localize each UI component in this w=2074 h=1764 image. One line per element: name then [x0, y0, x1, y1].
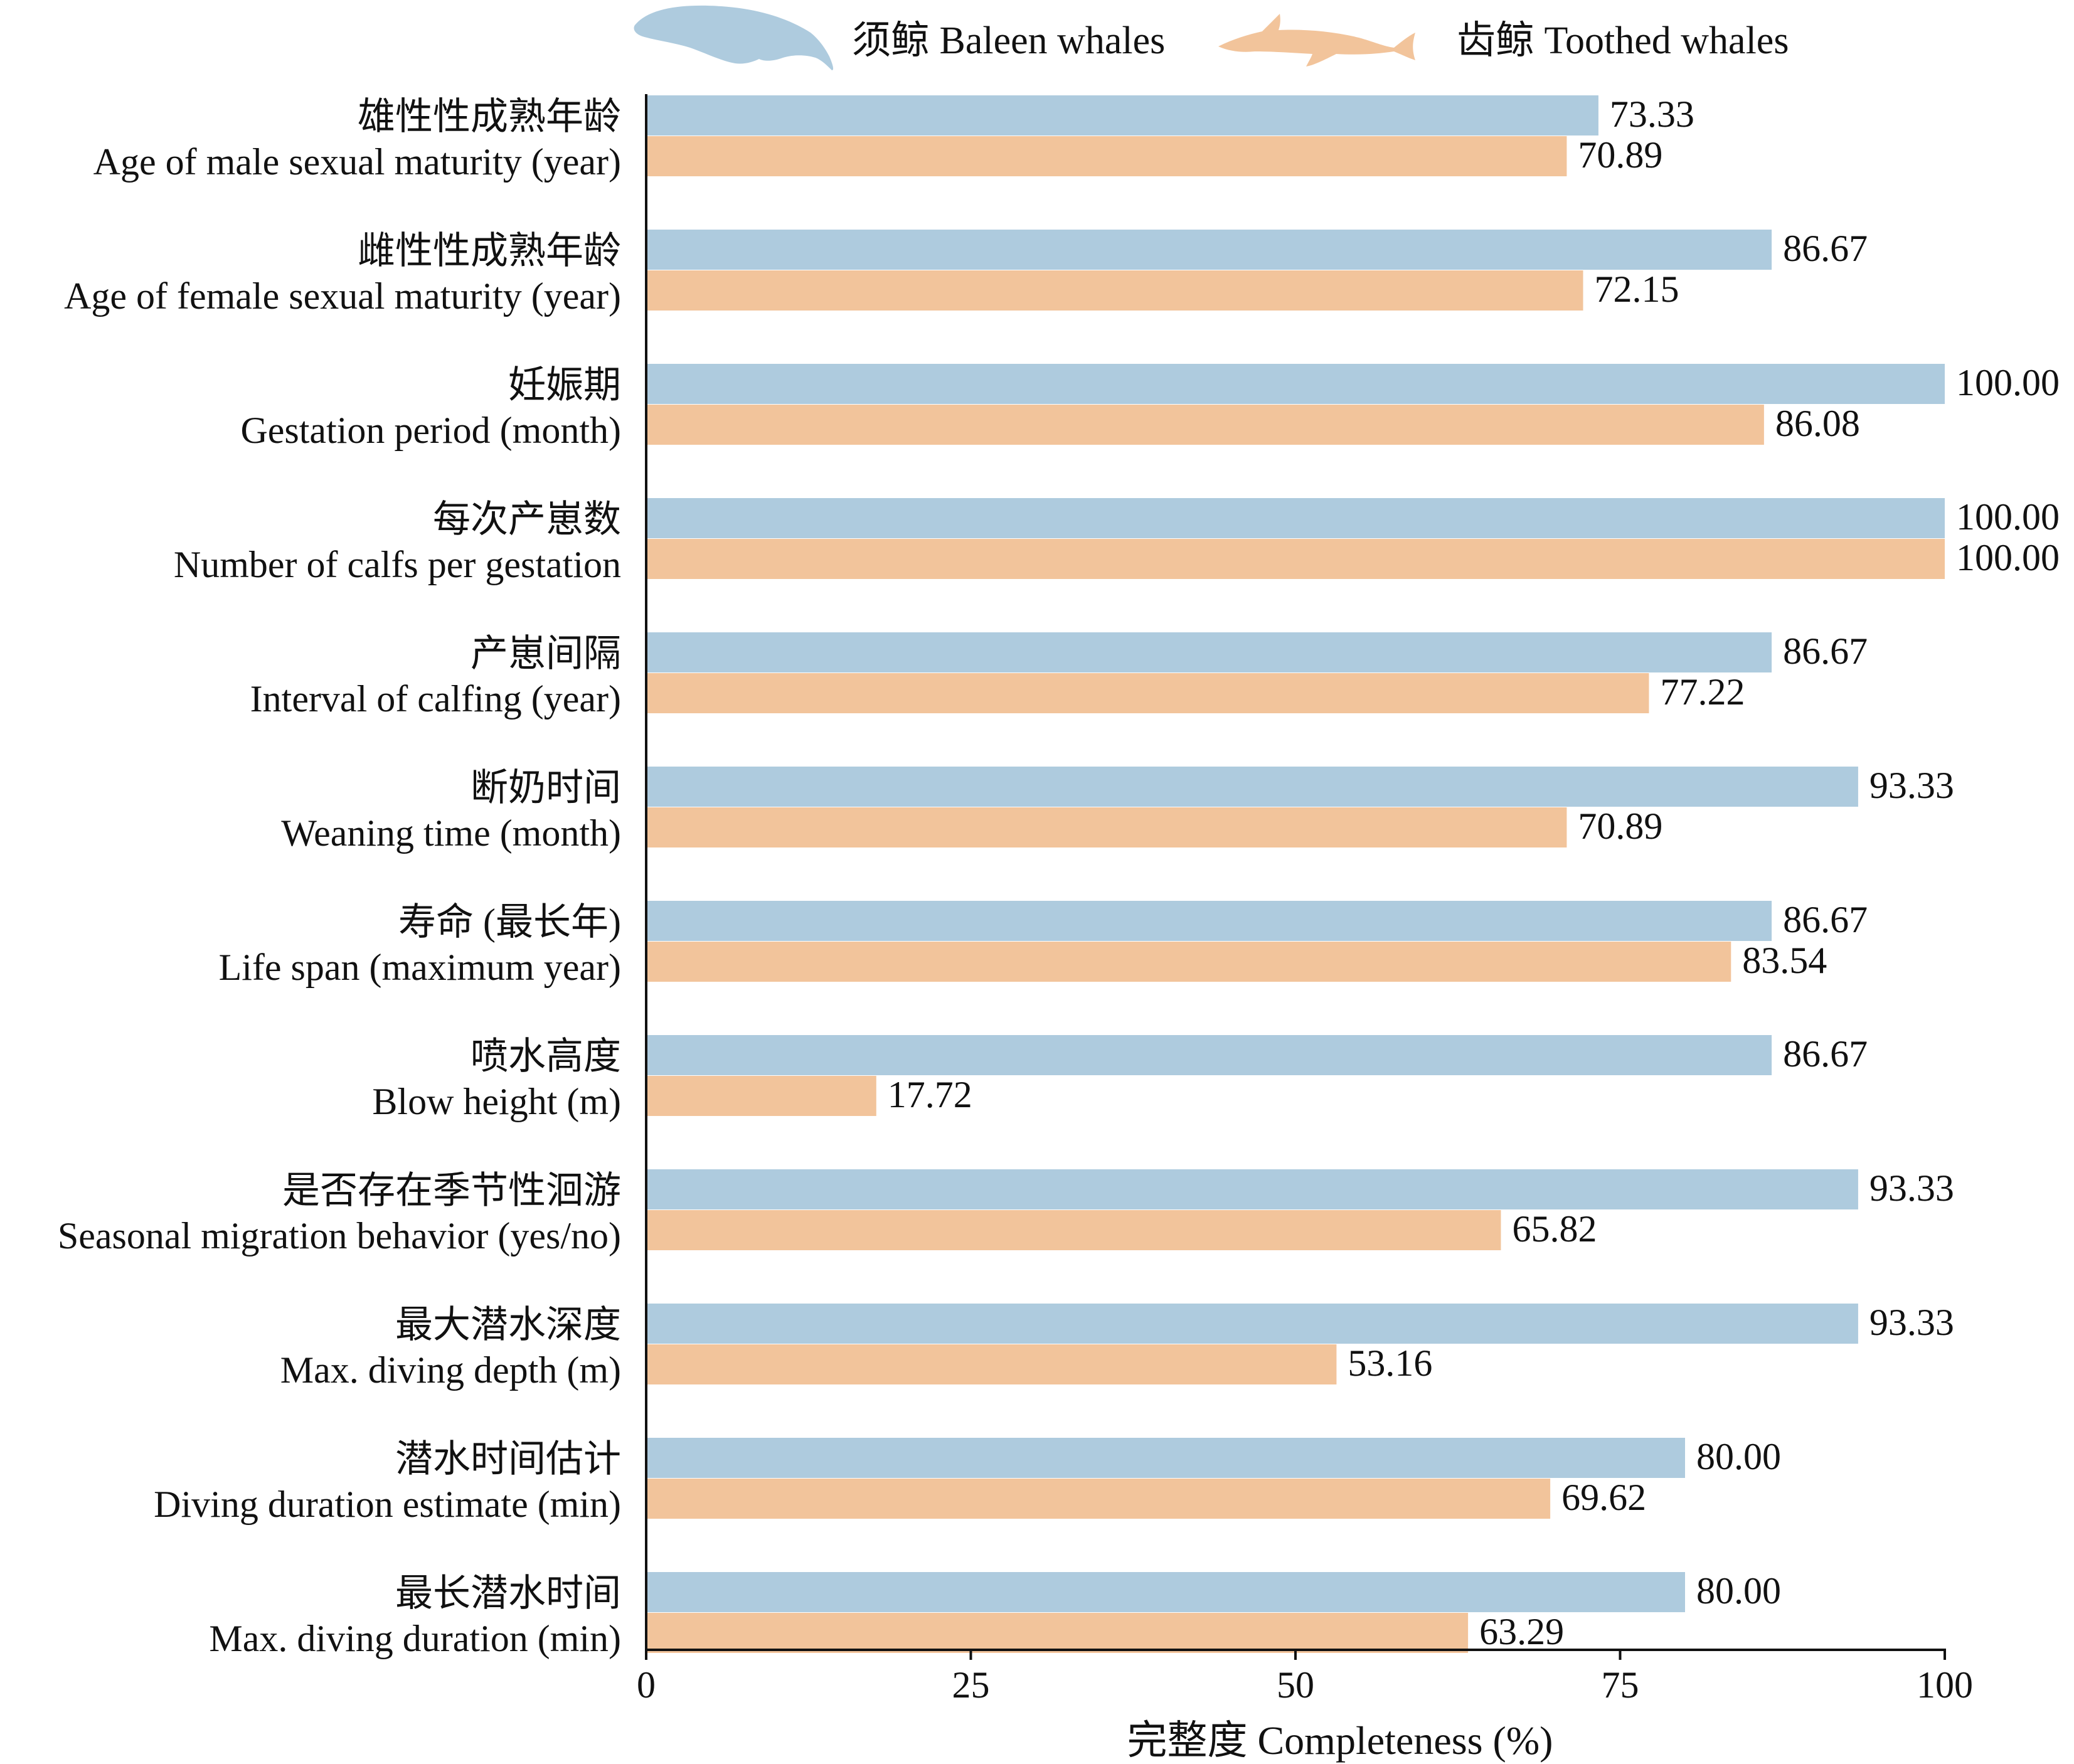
legend-item-baleen: 须鲸 Baleen whales	[634, 5, 1165, 71]
bar-toothed	[646, 1613, 1469, 1653]
category-label-zh: 雌性性成熟年龄	[358, 230, 621, 272]
value-label-baleen: 93.33	[1869, 1167, 1954, 1209]
value-label-baleen: 73.33	[1610, 93, 1694, 135]
value-label-baleen: 100.00	[1956, 362, 2060, 403]
x-ticks: 0 25 50 75 100	[637, 1650, 1973, 1706]
x-tick-label: 100	[1917, 1664, 1973, 1706]
value-label-toothed: 17.72	[888, 1074, 972, 1115]
bar-toothed	[646, 1479, 1551, 1519]
x-tick-label: 25	[952, 1664, 990, 1706]
category-label-en: Age of male sexual maturity (year)	[93, 141, 621, 183]
value-label-baleen: 100.00	[1956, 496, 2060, 538]
category-label-en: Seasonal migration behavior (yes/no)	[58, 1215, 621, 1257]
category-label-zh: 是否存在季节性洄游	[282, 1170, 621, 1211]
value-label-baleen: 93.33	[1869, 765, 1954, 806]
bar-toothed	[646, 136, 1567, 176]
category-label-en: Weaning time (month)	[281, 812, 621, 854]
value-label-toothed: 65.82	[1512, 1208, 1597, 1250]
category-label-zh: 每次产崽数	[433, 499, 621, 540]
bar-toothed	[646, 405, 1764, 445]
value-label-baleen: 80.00	[1696, 1570, 1781, 1612]
value-label-toothed: 70.89	[1578, 805, 1662, 847]
bars	[646, 95, 1945, 1653]
category-label-zh: 妊娠期	[508, 364, 621, 406]
bar-toothed	[646, 807, 1567, 847]
category-label-en: Max. diving depth (m)	[280, 1349, 621, 1391]
bar-toothed	[646, 1344, 1337, 1384]
bar-baleen	[646, 1304, 1858, 1344]
legend-label-baleen: 须鲸 Baleen whales	[852, 19, 1165, 62]
legend-label-toothed: 齿鲸 Toothed whales	[1457, 19, 1789, 62]
value-label-baleen: 86.67	[1783, 630, 1868, 672]
value-label-toothed: 53.16	[1348, 1342, 1432, 1384]
category-label-zh: 断奶时间	[471, 767, 621, 809]
bar-baleen	[646, 901, 1772, 941]
bar-baleen	[646, 95, 1598, 135]
category-label-en: Number of calfs per gestation	[174, 544, 621, 585]
category-label-zh: 产崽间隔	[471, 633, 621, 674]
bar-baleen	[646, 1438, 1685, 1478]
value-label-toothed: 69.62	[1561, 1477, 1646, 1518]
bar-toothed	[646, 673, 1649, 713]
bar-baleen	[646, 1169, 1858, 1209]
value-label-toothed: 70.89	[1578, 134, 1662, 176]
category-label-en: Age of female sexual maturity (year)	[64, 275, 621, 317]
value-labels: 73.3370.8986.6772.15100.0086.08100.00100…	[888, 93, 2060, 1652]
bar-toothed	[646, 942, 1731, 982]
bar-baleen	[646, 498, 1945, 538]
bar-toothed	[646, 1076, 876, 1116]
bar-toothed	[646, 270, 1583, 311]
category-label-en: Gestation period (month)	[240, 410, 621, 451]
category-label-zh: 最大潜水深度	[395, 1304, 621, 1346]
value-label-baleen: 93.33	[1869, 1302, 1954, 1343]
value-label-toothed: 63.29	[1479, 1611, 1564, 1652]
bar-baleen	[646, 230, 1772, 270]
category-label-zh: 最长潜水时间	[395, 1573, 621, 1614]
bar-baleen	[646, 632, 1772, 672]
category-label-zh: 寿命 (最长年)	[398, 901, 621, 943]
legend: 须鲸 Baleen whales 齿鲸 Toothed whales	[634, 5, 1789, 71]
bar-baleen	[646, 1572, 1685, 1612]
value-label-toothed: 72.15	[1595, 268, 1679, 310]
x-axis-title: 完整度 Completeness (%)	[1127, 1718, 1553, 1763]
bar-baleen	[646, 767, 1858, 807]
category-label-zh: 潜水时间估计	[395, 1438, 621, 1480]
category-label-en: Max. diving duration (min)	[209, 1618, 621, 1659]
category-label-en: Diving duration estimate (min)	[154, 1484, 621, 1525]
axes: 0 25 50 75 100 完整度 Completeness (%)	[637, 94, 1973, 1763]
category-label-en: Life span (maximum year)	[219, 947, 621, 988]
value-label-toothed: 86.08	[1775, 403, 1860, 444]
legend-item-toothed: 齿鲸 Toothed whales	[1218, 14, 1789, 66]
value-label-baleen: 86.67	[1783, 228, 1868, 269]
dolphin-icon	[1218, 14, 1415, 66]
value-label-baleen: 80.00	[1696, 1436, 1781, 1477]
baleen-whale-icon	[634, 5, 834, 71]
bar-baleen	[646, 364, 1945, 404]
value-label-toothed: 83.54	[1742, 940, 1827, 981]
x-tick-label: 50	[1277, 1664, 1314, 1706]
category-label-en: Interval of calfing (year)	[250, 678, 621, 720]
category-label-en: Blow height (m)	[372, 1081, 621, 1122]
category-label-zh: 雄性性成熟年龄	[358, 96, 621, 137]
bar-toothed	[646, 539, 1945, 579]
bar-baleen	[646, 1035, 1772, 1075]
value-label-toothed: 77.22	[1660, 671, 1745, 713]
value-label-baleen: 86.67	[1783, 1033, 1868, 1075]
x-tick-label: 75	[1602, 1664, 1639, 1706]
bar-toothed	[646, 1210, 1501, 1250]
value-label-toothed: 100.00	[1956, 537, 2060, 578]
value-label-baleen: 86.67	[1783, 899, 1868, 940]
x-tick-label: 0	[637, 1664, 656, 1706]
category-label-zh: 喷水高度	[471, 1036, 621, 1077]
